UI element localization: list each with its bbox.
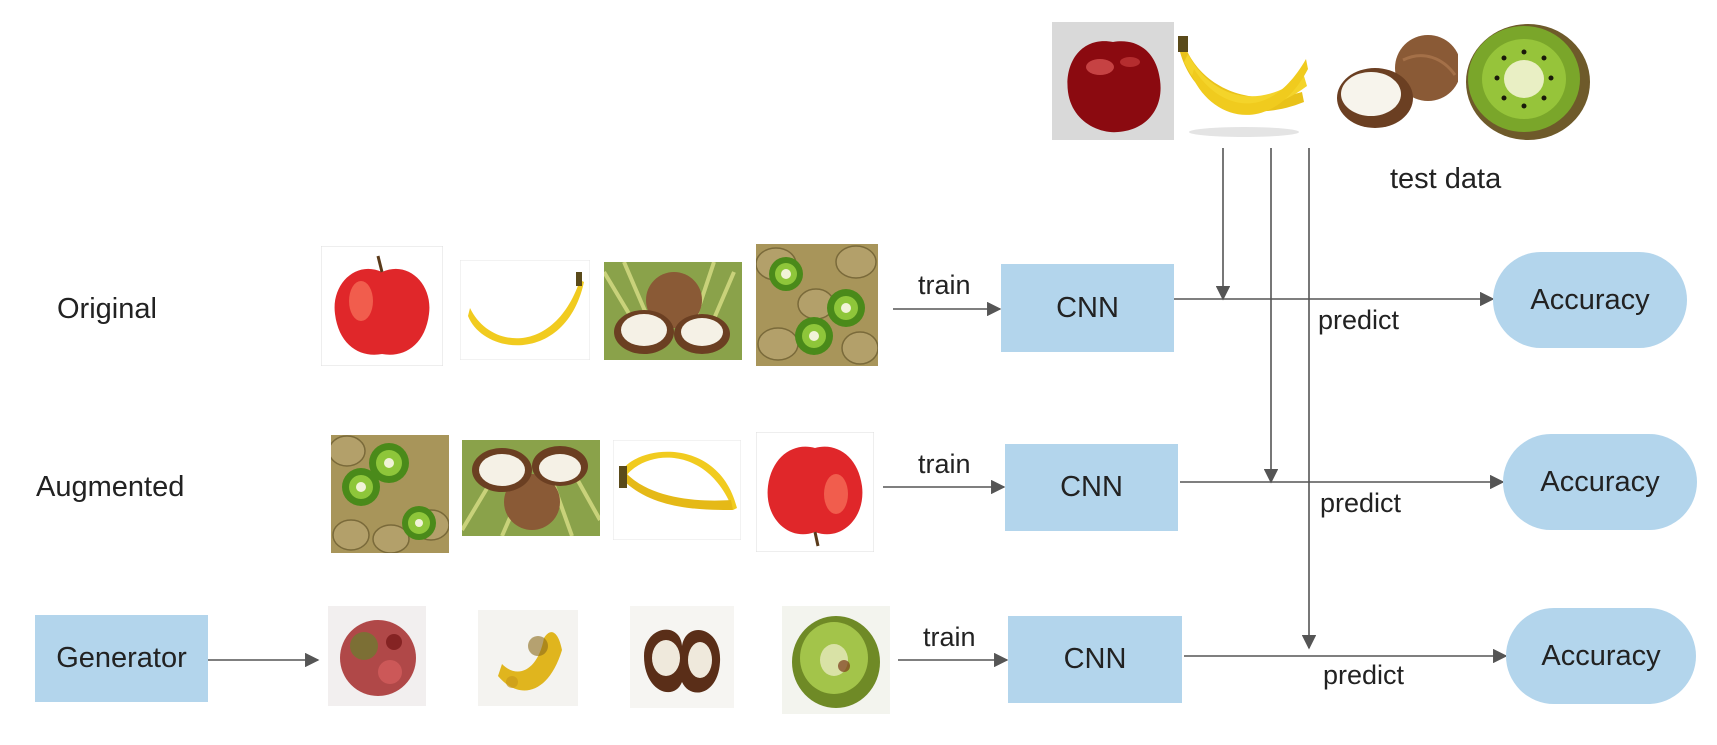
generated-image-kiwi <box>782 606 890 714</box>
accuracy-node-generated: Accuracy <box>1506 608 1696 704</box>
original-image-banana <box>460 260 590 360</box>
generated-image-coconut <box>630 606 734 708</box>
test-image-banana <box>1174 14 1311 142</box>
predict-label-original: predict <box>1318 305 1400 335</box>
accuracy-node-augmented: Accuracy <box>1503 434 1697 530</box>
predict-label-generated: predict <box>1323 660 1405 690</box>
cnn-node-augmented: CNN <box>1005 444 1178 531</box>
train-label-augmented: train <box>918 449 971 479</box>
row-label-original: Original <box>57 293 157 325</box>
original-image-coconut <box>604 262 742 360</box>
accuracy-node-original: Accuracy <box>1493 252 1687 348</box>
cnn-node-original: CNN <box>1001 264 1174 352</box>
augmented-image-banana <box>613 440 741 540</box>
generated-image-apple <box>328 606 426 706</box>
predict-label-augmented: predict <box>1320 488 1402 518</box>
cnn-node-generated: CNN <box>1008 616 1182 703</box>
train-label-original: train <box>918 270 971 300</box>
test-image-coconut <box>1323 20 1463 140</box>
generator-node: Generator <box>35 615 208 702</box>
augmented-image-kiwi <box>331 435 449 553</box>
original-image-kiwi <box>756 244 878 366</box>
test-image-cherry <box>1052 22 1174 140</box>
test-data-label: test data <box>1390 163 1502 195</box>
generated-image-banana <box>478 610 578 706</box>
augmented-image-apple <box>756 432 874 552</box>
original-image-apple <box>321 246 443 366</box>
test-image-kiwi <box>1458 16 1594 144</box>
train-label-generated: train <box>923 622 976 652</box>
augmented-image-coconut <box>462 440 600 536</box>
row-label-augmented: Augmented <box>36 471 185 503</box>
